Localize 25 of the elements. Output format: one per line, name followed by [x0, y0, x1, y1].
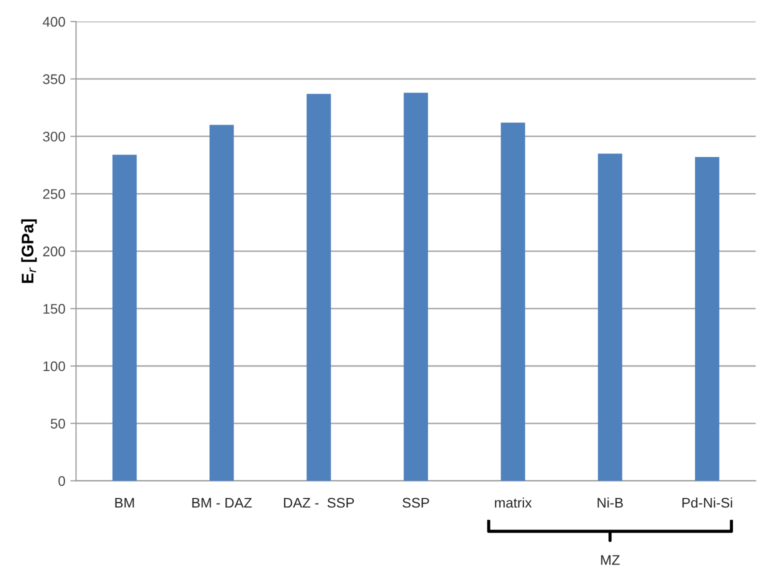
- bar: [210, 124, 234, 481]
- bar: [695, 157, 720, 481]
- x-tick-label: Ni-B: [598, 497, 623, 508]
- y-tick-label: 100: [44, 361, 66, 372]
- y-tick-label: 300: [42, 132, 66, 142]
- x-tick-label: Pd-Ni-Si: [682, 497, 732, 508]
- x-tick-label: SSP: [402, 498, 430, 508]
- y-tick-label: 150: [44, 304, 66, 314]
- y-tick-label: 400: [42, 16, 66, 27]
- y-axis-title: E$_{r}$ [GPa]: [21, 219, 37, 283]
- bar: [306, 94, 331, 481]
- x-tick-label: BM - DAZ: [192, 498, 252, 508]
- bar: [598, 154, 622, 481]
- y-tick-label: 250: [43, 189, 66, 199]
- y-tick-label: 350: [42, 74, 66, 84]
- y-tick-label: 0: [58, 476, 66, 486]
- text: MZ: [601, 555, 620, 565]
- x-tick-label: BM: [115, 498, 134, 508]
- x-tick-label: matrix: [494, 497, 532, 508]
- bar: [404, 92, 428, 481]
- y-tick-label: 200: [43, 246, 66, 256]
- y-tick-label: 50: [50, 418, 66, 429]
- x-tick-label: DAZ - SSP: [284, 498, 354, 508]
- bar: [112, 154, 137, 481]
- bar: [500, 122, 526, 481]
